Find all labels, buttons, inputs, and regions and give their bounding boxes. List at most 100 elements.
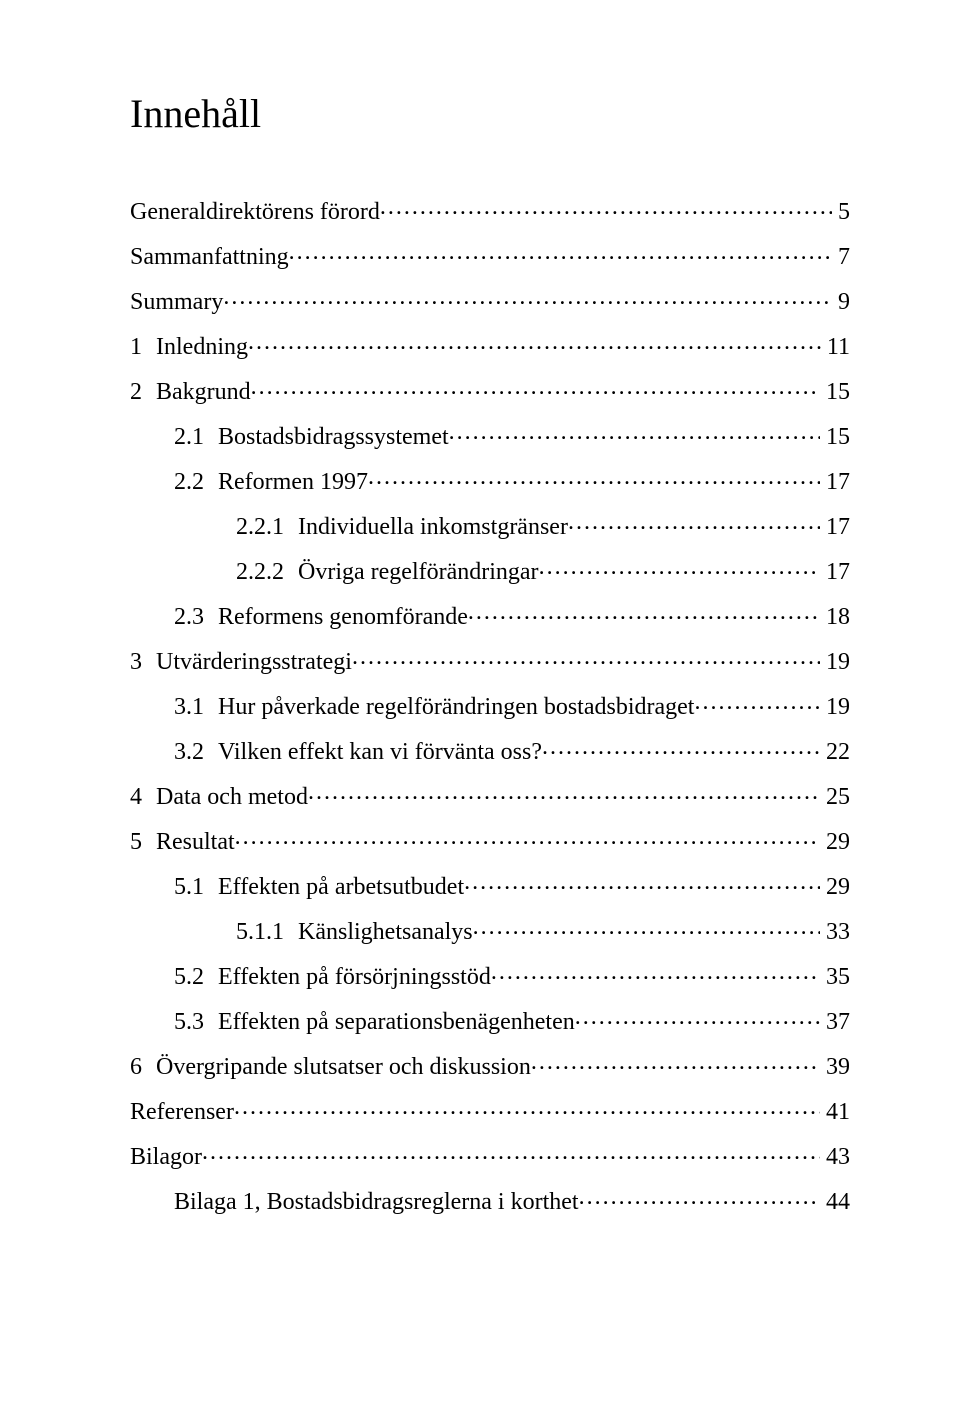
toc-entry: Referenser 41 xyxy=(130,1095,850,1124)
toc-entry: 5Resultat29 xyxy=(130,825,850,854)
toc-entry: 3.1Hur påverkade regelförändringen bosta… xyxy=(130,690,850,719)
toc-entry-label: Reformen 1997 xyxy=(218,470,368,494)
toc-entry-page: 18 xyxy=(820,605,850,629)
toc-entry-number: 5.1.1 xyxy=(236,920,298,944)
toc-entry-label: Referenser xyxy=(130,1100,234,1124)
toc-entry-label: Övergripande slutsatser och diskussion xyxy=(156,1055,531,1079)
toc-list: Generaldirektörens förord 5 Sammanfattning… xyxy=(130,195,850,1214)
toc-entry-number: 5.2 xyxy=(174,965,218,989)
toc-leader-dots xyxy=(568,510,820,534)
toc-entry: 5.3Effekten på separationsbenägenheten 37 xyxy=(130,1005,850,1034)
toc-leader-dots xyxy=(468,600,820,624)
toc-entry-label: Generaldirektörens förord xyxy=(130,200,380,224)
toc-entry: 1Inledning11 xyxy=(130,330,850,359)
toc-leader-dots xyxy=(464,870,820,894)
toc-entry-page: 44 xyxy=(820,1190,850,1214)
toc-entry-label: Effekten på arbetsutbudet xyxy=(218,875,464,899)
toc-entry: 2.2Reformen 1997 17 xyxy=(130,465,850,494)
toc-entry: 5.1Effekten på arbetsutbudet29 xyxy=(130,870,850,899)
toc-entry-page: 39 xyxy=(820,1055,850,1079)
toc-entry: 5.1.1Känslighetsanalys 33 xyxy=(130,915,850,944)
toc-leader-dots xyxy=(579,1185,820,1209)
toc-leader-dots xyxy=(542,735,820,759)
toc-leader-dots xyxy=(248,330,821,354)
toc-entry: 2Bakgrund 15 xyxy=(130,375,850,404)
toc-leader-dots xyxy=(449,420,820,444)
toc-entry: 3.2Vilken effekt kan vi förvänta oss? 22 xyxy=(130,735,850,764)
toc-leader-dots xyxy=(491,960,820,984)
toc-entry-number: 2 xyxy=(130,380,156,404)
toc-entry-number: 2.2.1 xyxy=(236,515,298,539)
toc-entry-page: 43 xyxy=(820,1145,850,1169)
toc-entry-page: 29 xyxy=(820,830,850,854)
toc-leader-dots xyxy=(539,555,820,579)
toc-entry: 5.2Effekten på försörjningsstöd 35 xyxy=(130,960,850,989)
toc-leader-dots xyxy=(694,690,820,714)
toc-leader-dots xyxy=(575,1005,820,1029)
toc-entry-number: 2.1 xyxy=(174,425,218,449)
toc-entry-label: Resultat xyxy=(156,830,235,854)
toc-entry-page: 19 xyxy=(820,650,850,674)
toc-entry-page: 19 xyxy=(820,695,850,719)
toc-entry-page: 15 xyxy=(820,425,850,449)
toc-entry-page: 5 xyxy=(832,200,850,224)
toc-leader-dots xyxy=(368,465,820,489)
toc-entry-label: Känslighetsanalys xyxy=(298,920,473,944)
toc-entry-number: 5.3 xyxy=(174,1010,218,1034)
toc-leader-dots xyxy=(202,1140,820,1164)
toc-entry: 2.1Bostadsbidragssystemet 15 xyxy=(130,420,850,449)
toc-entry-page: 17 xyxy=(820,515,850,539)
toc-leader-dots xyxy=(380,195,832,219)
toc-entry-label: Bilaga 1, Bostadsbidragsreglerna i korth… xyxy=(174,1190,579,1214)
toc-entry-label: Utvärderingsstrategi xyxy=(156,650,352,674)
toc-leader-dots xyxy=(235,825,820,849)
toc-entry: Sammanfattning 7 xyxy=(130,240,850,269)
toc-leader-dots xyxy=(308,780,820,804)
toc-leader-dots xyxy=(234,1095,820,1119)
toc-entry-label: Individuella inkomstgränser xyxy=(298,515,568,539)
toc-entry-page: 17 xyxy=(820,470,850,494)
toc-entry-label: Inledning xyxy=(156,335,248,359)
toc-leader-dots xyxy=(223,285,832,309)
toc-entry-label: Övriga regelförändringar xyxy=(298,560,539,584)
toc-entry-label: Effekten på försörjningsstöd xyxy=(218,965,491,989)
toc-leader-dots xyxy=(473,915,820,939)
toc-entry-label: Summary xyxy=(130,290,223,314)
toc-leader-dots xyxy=(531,1050,820,1074)
toc-entry-number: 3.2 xyxy=(174,740,218,764)
toc-entry-label: Bakgrund xyxy=(156,380,251,404)
toc-entry-label: Effekten på separationsbenägenheten xyxy=(218,1010,575,1034)
toc-entry-label: Sammanfattning xyxy=(130,245,289,269)
toc-entry-page: 25 xyxy=(820,785,850,809)
toc-entry-page: 17 xyxy=(820,560,850,584)
toc-entry-page: 11 xyxy=(821,335,850,359)
toc-entry-page: 35 xyxy=(820,965,850,989)
toc-entry-number: 3 xyxy=(130,650,156,674)
toc-entry: 6Övergripande slutsatser och diskussion3… xyxy=(130,1050,850,1079)
toc-entry-label: Reformens genomförande xyxy=(218,605,468,629)
toc-entry: Bilaga 1, Bostadsbidragsreglerna i korth… xyxy=(130,1185,850,1214)
toc-entry-label: Hur påverkade regelförändringen bostadsb… xyxy=(218,695,694,719)
toc-entry-page: 37 xyxy=(820,1010,850,1034)
toc-entry: 3Utvärderingsstrategi 19 xyxy=(130,645,850,674)
toc-entry-page: 15 xyxy=(820,380,850,404)
toc-entry-number: 2.3 xyxy=(174,605,218,629)
toc-entry-number: 2.2.2 xyxy=(236,560,298,584)
toc-entry-number: 2.2 xyxy=(174,470,218,494)
toc-entry-label: Bostadsbidragssystemet xyxy=(218,425,449,449)
toc-entry-page: 33 xyxy=(820,920,850,944)
toc-entry: 2.2.2Övriga regelförändringar 17 xyxy=(130,555,850,584)
toc-entry-label: Bilagor xyxy=(130,1145,202,1169)
toc-entry-number: 3.1 xyxy=(174,695,218,719)
toc-entry-page: 29 xyxy=(820,875,850,899)
toc-entry: Bilagor 43 xyxy=(130,1140,850,1169)
toc-entry-page: 41 xyxy=(820,1100,850,1124)
toc-entry-page: 7 xyxy=(832,245,850,269)
toc-entry-page: 22 xyxy=(820,740,850,764)
toc-entry: 2.2.1Individuella inkomstgränser 17 xyxy=(130,510,850,539)
toc-leader-dots xyxy=(251,375,820,399)
toc-title: Innehåll xyxy=(130,90,850,137)
toc-entry-label: Vilken effekt kan vi förvänta oss? xyxy=(218,740,542,764)
toc-leader-dots xyxy=(352,645,820,669)
toc-entry: Generaldirektörens förord 5 xyxy=(130,195,850,224)
